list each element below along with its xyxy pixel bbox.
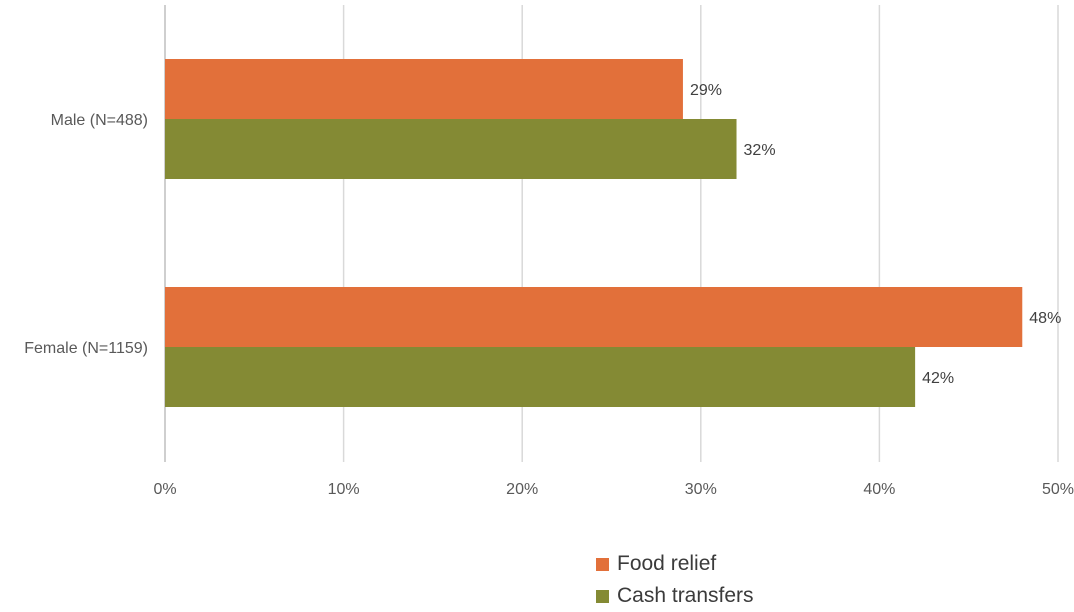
legend-label-cash-transfers: Cash transfers [617, 584, 754, 607]
x-tick-label: 10% [328, 481, 360, 498]
category-label: Female (N=1159) [24, 340, 148, 357]
category-label: Male (N=488) [51, 112, 148, 129]
legend-item-food-relief: Food relief [596, 548, 754, 580]
x-tick-labels: 0% 10% 20% 30% 40% 50% [153, 481, 1074, 498]
bar-food-relief [165, 287, 1023, 347]
x-tick-label: 50% [1042, 481, 1074, 498]
legend-item-cash-transfers: Cash transfers [596, 580, 754, 612]
bar-food-relief [165, 59, 683, 119]
bars [165, 59, 1023, 407]
data-label: 42% [922, 370, 954, 387]
x-tick-label: 20% [506, 481, 538, 498]
category-labels: Male (N=488) Female (N=1159) [24, 112, 148, 357]
x-tick-label: 30% [685, 481, 717, 498]
chart: 29% 32% 48% 42% Male (N=488) Female (N=1159)… [24, 5, 1074, 498]
data-label: 48% [1029, 310, 1061, 327]
legend: Food relief Cash transfers [596, 548, 754, 612]
data-label: 29% [690, 82, 722, 99]
x-tick-label: 0% [153, 481, 176, 498]
x-tick-label: 40% [863, 481, 895, 498]
data-labels: 29% 32% 48% 42% [690, 82, 1061, 387]
legend-swatch-cash-transfers [596, 589, 609, 603]
legend-label-food-relief: Food relief [617, 552, 717, 575]
data-label: 32% [744, 142, 776, 159]
legend-swatch-food-relief [596, 557, 609, 571]
bar-cash-transfers [165, 119, 737, 179]
bar-cash-transfers [165, 347, 916, 407]
